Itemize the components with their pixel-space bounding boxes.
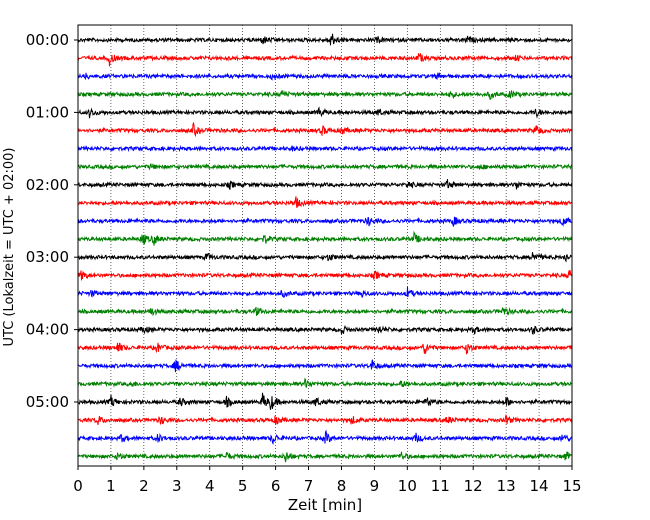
trace-0215: [77, 196, 573, 209]
trace-0030: [77, 72, 573, 81]
x-tick-label-2: 2: [139, 477, 149, 495]
trace-0500: [77, 392, 573, 410]
trace-0515: [77, 414, 573, 425]
x-tick-label-7: 7: [304, 477, 314, 495]
y-axis-label: UTC (Lokalzeit = UTC + 02:00): [2, 148, 17, 347]
x-tick-label-0: 0: [73, 477, 83, 495]
x-tick-label-3: 3: [172, 477, 182, 495]
trace-0430: [77, 359, 572, 373]
x-tick-label-6: 6: [271, 477, 281, 495]
x-tick-label-13: 13: [497, 477, 516, 495]
trace-0345: [77, 306, 573, 317]
x-tick-label-1: 1: [106, 477, 116, 495]
trace-0015: [77, 53, 573, 67]
trace-0445: [77, 377, 573, 388]
trace-0245: [77, 230, 573, 246]
plot-frame: [77, 24, 573, 467]
y-tick-label-04:00: 04:00: [26, 321, 69, 339]
y-tick-label-01:00: 01:00: [26, 103, 69, 121]
x-tick-label-12: 12: [464, 477, 483, 495]
trace-0400: [77, 324, 573, 335]
trace-0300: [77, 252, 573, 263]
trace-0100: [77, 106, 573, 119]
trace-0530: [77, 429, 573, 445]
x-tick-label-14: 14: [530, 477, 549, 495]
trace-0200: [77, 179, 573, 190]
trace-0130: [77, 144, 573, 153]
trace-0230: [77, 216, 573, 227]
y-tick-label-02:00: 02:00: [26, 176, 69, 194]
trace-0315: [77, 270, 573, 281]
trace-0330: [77, 286, 573, 298]
y-tick-label-05:00: 05:00: [26, 393, 69, 411]
y-tick-label-00:00: 00:00: [26, 31, 69, 49]
x-tick-label-15: 15: [562, 477, 581, 495]
y-tick-label-03:00: 03:00: [26, 248, 69, 266]
y-axis-ticks: 00:00 01:00 02:00 03:00 04:00 05:00: [26, 31, 78, 411]
trace-0045: [77, 89, 573, 100]
trace-0415: [77, 342, 573, 355]
trace-0545: [77, 451, 573, 463]
x-tick-label-10: 10: [398, 477, 417, 495]
trace-0145: [77, 163, 573, 171]
x-tick-label-4: 4: [205, 477, 215, 495]
x-tick-label-5: 5: [238, 477, 248, 495]
trace-0115: [77, 121, 573, 138]
x-axis-label: Zeit [min]: [288, 496, 362, 514]
trace-0000: [77, 33, 573, 46]
trace-series: [77, 33, 573, 463]
x-tick-label-8: 8: [337, 477, 347, 495]
x-tick-label-11: 11: [431, 477, 450, 495]
x-axis-ticks: 0 1 2 3 4 5 6 7 8 9 10 11 12 13 14 15: [73, 466, 582, 495]
x-tick-label-9: 9: [370, 477, 380, 495]
